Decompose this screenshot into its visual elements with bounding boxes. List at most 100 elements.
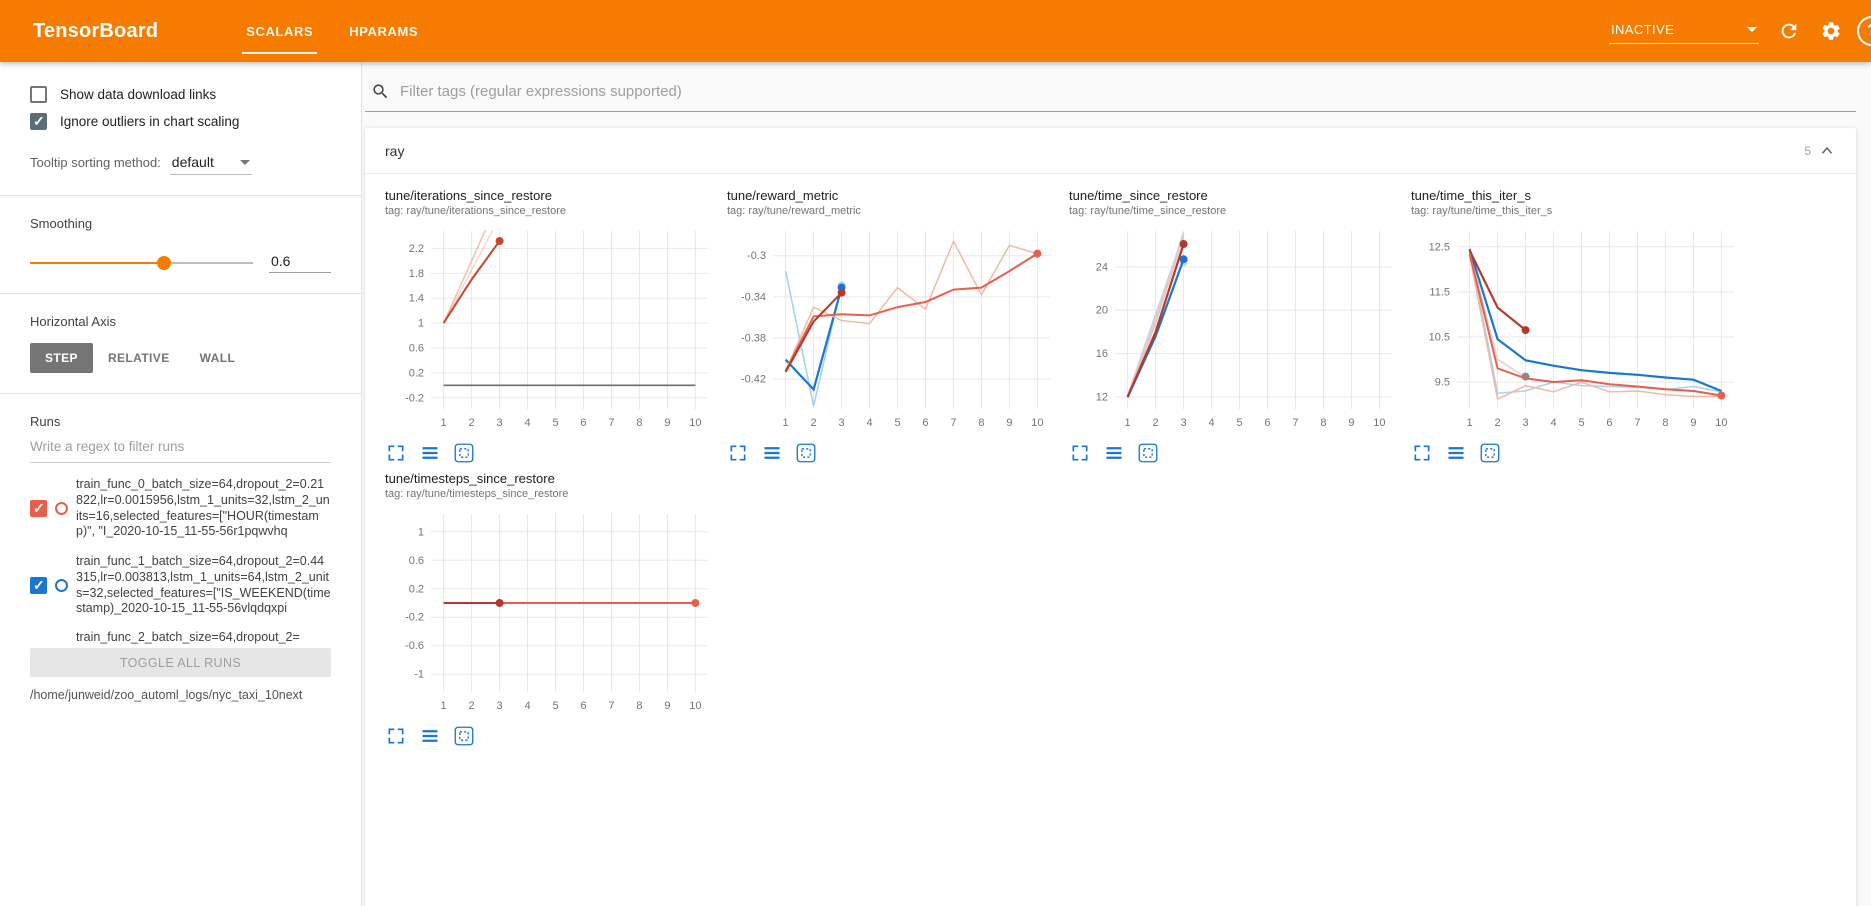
expand-chart-icon[interactable]	[386, 443, 406, 463]
toggle-y-axis-icon[interactable]	[1446, 443, 1466, 463]
toggle-y-axis-icon[interactable]	[420, 726, 440, 746]
fit-domain-icon[interactable]	[454, 443, 474, 463]
svg-text:3: 3	[1522, 417, 1528, 429]
svg-text:12.5: 12.5	[1429, 241, 1450, 253]
chevron-down-icon	[239, 159, 250, 165]
chart-tag: tag: ray/tune/reward_metric	[727, 205, 861, 217]
chart-card: tune/iterations_since_restore tag: ray/t…	[383, 188, 714, 463]
chevron-down-icon	[1747, 27, 1757, 32]
svg-text:5: 5	[552, 417, 558, 429]
svg-text:1.4: 1.4	[409, 293, 424, 305]
axis-step-button[interactable]: STEP	[30, 343, 93, 373]
toggle-y-axis-icon[interactable]	[762, 443, 782, 463]
scalar-chart[interactable]: 1 2 3 4 5 6 7 8 9 10 -0.2 0.2 0.6 1 1.4 1.8 2.2	[383, 221, 714, 436]
svg-text:1: 1	[418, 526, 424, 538]
ignore-outliers-label: Ignore outliers in chart scaling	[60, 114, 240, 129]
slider-thumb[interactable]	[156, 256, 171, 270]
refresh-icon[interactable]	[1777, 19, 1801, 43]
tooltip-sorting-dropdown[interactable]: default	[169, 152, 252, 175]
svg-text:-0.2: -0.2	[405, 392, 424, 404]
svg-text:9: 9	[1006, 417, 1012, 429]
expand-chart-icon[interactable]	[1412, 443, 1432, 463]
reload-status-dropdown[interactable]: INACTIVE	[1609, 18, 1759, 44]
run-checkbox[interactable]	[30, 577, 47, 594]
svg-text:9: 9	[664, 417, 670, 429]
svg-text:1: 1	[1125, 417, 1131, 429]
toggle-y-axis-icon[interactable]	[420, 443, 440, 463]
run-checkbox[interactable]	[30, 500, 47, 517]
svg-text:7: 7	[1634, 417, 1640, 429]
scalar-chart[interactable]: 1 2 3 4 5 6 7 8 9 10 -1 -0.6 -0.2 0.2 0.6 1	[383, 504, 714, 719]
toggle-all-runs-button[interactable]: TOGGLE ALL RUNS	[30, 648, 331, 677]
smoothing-slider[interactable]	[30, 256, 253, 270]
tooltip-sorting-row: Tooltip sorting method: default	[30, 152, 331, 175]
runs-filter-input[interactable]	[30, 433, 331, 463]
fit-domain-icon[interactable]	[1480, 443, 1500, 463]
tooltip-sorting-label: Tooltip sorting method:	[30, 155, 161, 170]
axis-wall-button[interactable]: WALL	[185, 343, 251, 373]
svg-text:8: 8	[1662, 417, 1668, 429]
chevron-up-icon[interactable]	[1818, 142, 1836, 160]
ignore-outliers-row[interactable]: Ignore outliers in chart scaling	[30, 113, 331, 130]
chart-toolbar	[1409, 443, 1740, 463]
tag-group-header[interactable]: ray 5	[365, 128, 1856, 174]
svg-text:0.6: 0.6	[409, 343, 424, 355]
divider	[0, 293, 361, 294]
smoothing-label: Smoothing	[30, 216, 93, 231]
svg-text:2: 2	[1153, 417, 1159, 429]
show-download-links-row[interactable]: Show data download links	[30, 86, 331, 103]
svg-text:6: 6	[1264, 417, 1270, 429]
svg-text:8: 8	[1320, 417, 1326, 429]
chart-toolbar	[1067, 443, 1398, 463]
svg-text:-0.42: -0.42	[741, 374, 766, 386]
search-icon	[373, 84, 388, 99]
svg-text:-0.2: -0.2	[405, 612, 424, 624]
tab-scalars[interactable]: SCALARS	[228, 0, 331, 62]
chart-card: tune/time_this_iter_s tag: ray/tune/time…	[1409, 188, 1740, 463]
fit-domain-icon[interactable]	[1138, 443, 1158, 463]
chart-tag: tag: ray/tune/timesteps_since_restore	[385, 488, 569, 500]
svg-text:10.5: 10.5	[1429, 331, 1450, 343]
run-item[interactable]: train_func_1_batch_size=64,dropout_2=0.4…	[30, 554, 331, 617]
svg-text:11.5: 11.5	[1429, 286, 1450, 298]
run-radio[interactable]	[55, 502, 68, 515]
show-download-links-checkbox[interactable]	[30, 86, 47, 103]
svg-text:7: 7	[608, 417, 614, 429]
ignore-outliers-checkbox[interactable]	[30, 113, 47, 130]
svg-text:7: 7	[1292, 417, 1298, 429]
chart-title: tune/time_since_restore	[1069, 188, 1208, 203]
expand-chart-icon[interactable]	[386, 726, 406, 746]
svg-text:3: 3	[838, 417, 844, 429]
show-download-links-label: Show data download links	[60, 87, 217, 102]
chart-tag: tag: ray/tune/time_since_restore	[1069, 205, 1227, 217]
tag-filter-input[interactable]	[400, 83, 1850, 100]
smoothing-value[interactable]: 0.6	[269, 253, 331, 273]
run-radio[interactable]	[55, 579, 68, 592]
tab-hparams[interactable]: HPARAMS	[349, 23, 419, 39]
chart-card: tune/time_since_restore tag: ray/tune/ti…	[1067, 188, 1398, 463]
fit-domain-icon[interactable]	[796, 443, 816, 463]
expand-chart-icon[interactable]	[728, 443, 748, 463]
slider-fill	[30, 262, 164, 264]
divider	[0, 195, 361, 196]
runs-label: Runs	[30, 414, 61, 429]
svg-text:4: 4	[524, 417, 530, 429]
svg-text:5: 5	[1236, 417, 1242, 429]
run-item[interactable]: train_func_0_batch_size=64,dropout_2=0.2…	[30, 477, 331, 540]
svg-text:0.6: 0.6	[409, 555, 424, 567]
axis-relative-button[interactable]: RELATIVE	[93, 343, 185, 373]
chart-title: tune/iterations_since_restore	[385, 188, 552, 203]
fit-domain-icon[interactable]	[454, 726, 474, 746]
svg-text:4: 4	[866, 417, 872, 429]
scalar-chart[interactable]: 1 2 3 4 5 6 7 8 9 10 -0.42 -0.38 -0.34 -0.3	[725, 221, 1056, 436]
svg-text:1: 1	[783, 417, 789, 429]
settings-gear-icon[interactable]	[1819, 19, 1843, 43]
topbar: TensorBoard SCALARS HPARAMS INACTIVE ?	[0, 0, 1871, 62]
svg-text:24: 24	[1096, 261, 1108, 273]
run-item[interactable]: train_func_2_batch_size=64,dropout_2=	[30, 629, 331, 644]
svg-text:9.5: 9.5	[1435, 376, 1450, 388]
expand-chart-icon[interactable]	[1070, 443, 1090, 463]
scalar-chart[interactable]: 1 2 3 4 5 6 7 8 9 10 9.5 10.5 11.5 12.5	[1409, 221, 1740, 436]
toggle-y-axis-icon[interactable]	[1104, 443, 1124, 463]
